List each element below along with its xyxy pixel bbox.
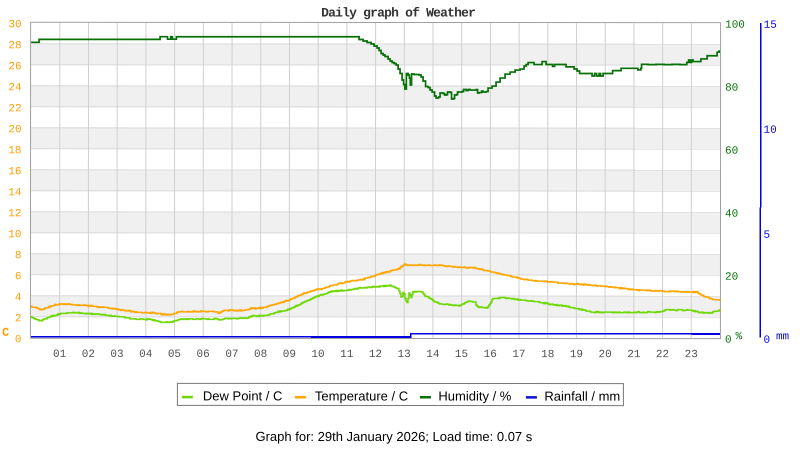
svg-text:24: 24 <box>8 82 22 94</box>
svg-text:80: 80 <box>725 83 738 95</box>
svg-text:12: 12 <box>8 208 21 220</box>
svg-text:23: 23 <box>685 349 698 361</box>
svg-text:02: 02 <box>82 349 95 361</box>
svg-text:09: 09 <box>283 349 296 361</box>
svg-text:17: 17 <box>512 349 525 361</box>
svg-text:19: 19 <box>570 349 583 361</box>
svg-text:5: 5 <box>763 230 770 242</box>
svg-text:21: 21 <box>627 349 641 361</box>
svg-text:18: 18 <box>541 349 554 361</box>
svg-text:C: C <box>2 326 9 340</box>
svg-text:14: 14 <box>8 187 22 199</box>
svg-text:04: 04 <box>139 349 153 361</box>
svg-text:Graph for: 29th January 2026;: Graph for: 29th January 2026; Load time:… <box>255 429 532 444</box>
svg-text:2: 2 <box>15 313 22 325</box>
svg-text:13: 13 <box>398 349 411 361</box>
svg-text:%: % <box>735 331 742 343</box>
svg-text:10: 10 <box>311 349 324 361</box>
svg-text:01: 01 <box>53 349 67 361</box>
svg-text:22: 22 <box>656 349 669 361</box>
svg-text:16: 16 <box>8 166 21 178</box>
svg-text:22: 22 <box>8 103 21 115</box>
svg-text:100: 100 <box>725 20 745 32</box>
svg-text:07: 07 <box>225 349 238 361</box>
svg-text:Dew Point / C: Dew Point / C <box>203 388 282 403</box>
svg-text:4: 4 <box>15 292 22 304</box>
svg-text:0: 0 <box>15 334 22 346</box>
svg-text:20: 20 <box>599 349 612 361</box>
svg-text:0: 0 <box>763 335 770 347</box>
svg-text:18: 18 <box>8 145 21 157</box>
svg-text:16: 16 <box>484 349 497 361</box>
svg-text:Temperature / C: Temperature / C <box>315 388 408 403</box>
svg-text:8: 8 <box>15 250 22 262</box>
svg-text:20: 20 <box>725 272 738 284</box>
svg-text:40: 40 <box>725 209 738 221</box>
svg-text:08: 08 <box>254 349 267 361</box>
svg-text:60: 60 <box>725 146 738 158</box>
svg-text:10: 10 <box>764 125 777 137</box>
svg-text:26: 26 <box>8 61 21 73</box>
svg-text:10: 10 <box>8 229 21 241</box>
svg-text:6: 6 <box>15 271 22 283</box>
svg-text:15: 15 <box>764 20 777 32</box>
svg-text:Rainfall / mm: Rainfall / mm <box>544 389 620 404</box>
svg-text:0: 0 <box>725 335 732 347</box>
svg-text:mm: mm <box>776 331 790 343</box>
svg-text:Humidity / %: Humidity / % <box>438 389 511 404</box>
svg-text:06: 06 <box>197 349 210 361</box>
svg-text:Daily graph of Weather: Daily graph of Weather <box>321 5 475 20</box>
svg-text:15: 15 <box>455 349 468 361</box>
svg-text:20: 20 <box>8 124 21 136</box>
svg-text:28: 28 <box>8 40 21 52</box>
svg-text:30: 30 <box>8 19 21 31</box>
svg-text:14: 14 <box>426 349 440 361</box>
svg-text:11: 11 <box>340 349 354 361</box>
svg-text:12: 12 <box>369 349 382 361</box>
svg-text:03: 03 <box>110 349 123 361</box>
svg-text:05: 05 <box>168 349 181 361</box>
